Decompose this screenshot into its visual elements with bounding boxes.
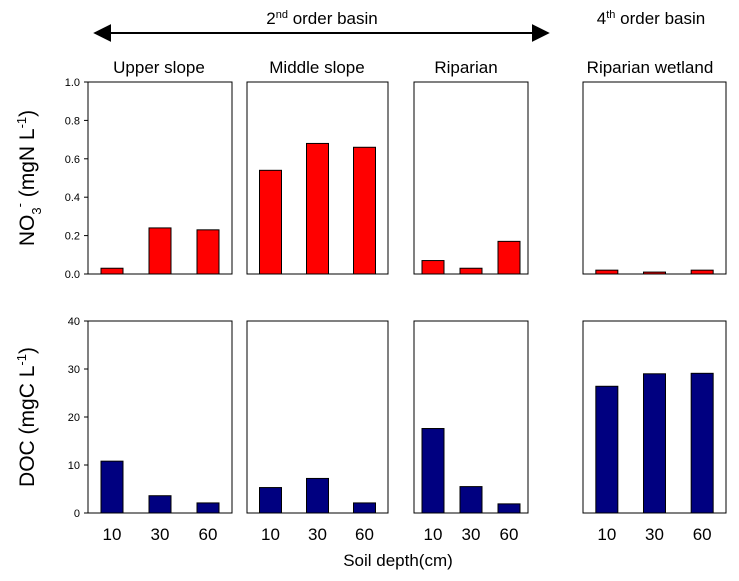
- x-tick-label: 10: [597, 525, 616, 544]
- doc-bar: [353, 502, 376, 514]
- nitrate-bar: [595, 269, 619, 275]
- x-tick-label: 10: [261, 525, 280, 544]
- nitrate-bar: [497, 240, 521, 275]
- doc-bar: [459, 486, 483, 514]
- doc-ytick-label: 30: [68, 364, 80, 376]
- doc-ylabel: DOC (mgC L-1): [14, 347, 39, 487]
- plot-area: 0.0 0.2 0.4 0.6 0.8 1.0 0 10 20 30 40 10 30 60 10 30 60 1…: [65, 77, 727, 544]
- nitrate-bar: [196, 229, 220, 275]
- x-tick-label: 10: [424, 525, 443, 544]
- nitrate-bar: [459, 267, 483, 275]
- doc-bar: [421, 428, 445, 514]
- panel-title-upper-slope: Upper slope: [113, 58, 205, 77]
- nitrate-panel-frame: [582, 81, 727, 275]
- x-tick-label: 60: [500, 525, 519, 544]
- doc-ytick-label: 0: [74, 508, 80, 520]
- panel-title-riparian: Riparian: [434, 58, 497, 77]
- x-tick-label: 30: [645, 525, 664, 544]
- nitrate-ytick-label: 1.0: [65, 77, 80, 89]
- x-tick-label: 60: [199, 525, 218, 544]
- doc-bar: [148, 495, 172, 514]
- nitrate-bar: [690, 269, 714, 275]
- doc-bar: [100, 460, 124, 514]
- nitrate-ytick-label: 0.0: [65, 269, 80, 281]
- x-tick-label: 30: [462, 525, 481, 544]
- x-tick-label: 60: [693, 525, 712, 544]
- x-tick-label: 30: [151, 525, 170, 544]
- nitrate-bar: [259, 169, 282, 275]
- nitrate-ylabel: NO3- (mgN L-1): [12, 110, 44, 246]
- x-axis-title: Soil depth(cm): [343, 551, 453, 570]
- basin-2nd-label: 2nd order basin: [266, 9, 378, 28]
- doc-bar: [306, 477, 329, 514]
- doc-bar: [690, 372, 714, 514]
- x-tick-label: 60: [355, 525, 374, 544]
- nitrate-bar: [100, 267, 124, 275]
- nitrate-bar: [306, 142, 329, 275]
- doc-bar: [643, 373, 666, 514]
- doc-ytick-label: 40: [68, 316, 80, 328]
- doc-bar: [196, 502, 220, 514]
- basin-4th-label: 4th order basin: [597, 9, 705, 28]
- doc-bar: [497, 503, 521, 514]
- doc-bar: [595, 385, 619, 514]
- doc-ytick-label: 10: [68, 460, 80, 472]
- panel-title-riparian-wetland: Riparian wetland: [587, 58, 714, 77]
- doc-bar: [259, 487, 282, 514]
- nitrate-bar: [643, 271, 666, 275]
- panel-title-middle-slope: Middle slope: [269, 58, 364, 77]
- nitrate-ytick-label: 0.4: [65, 192, 80, 204]
- nitrate-bar: [421, 260, 445, 275]
- nitrate-ytick-label: 0.2: [65, 231, 80, 243]
- nitrate-ytick-label: 0.8: [65, 115, 80, 127]
- nitrate-bar: [353, 146, 376, 275]
- nitrate-ytick-label: 0.6: [65, 154, 80, 166]
- doc-ytick-label: 20: [68, 412, 80, 424]
- x-tick-label: 10: [103, 525, 122, 544]
- x-tick-label: 30: [308, 525, 327, 544]
- nitrate-bar: [148, 227, 172, 275]
